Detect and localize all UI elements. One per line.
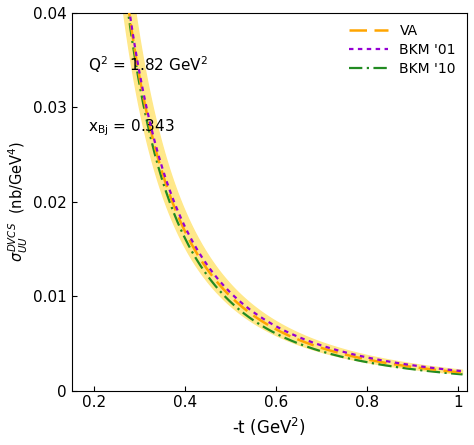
Text: x$_{\rm Bj}$ = 0.343: x$_{\rm Bj}$ = 0.343 [88, 118, 174, 138]
Text: Q$^2$ = 1.82 GeV$^2$: Q$^2$ = 1.82 GeV$^2$ [88, 55, 207, 75]
X-axis label: -t (GeV$^2$): -t (GeV$^2$) [232, 416, 306, 438]
BKM '10 [401, 365, 406, 371]
BKM '10 [307, 345, 313, 350]
BKM '10 [424, 368, 430, 374]
Line: VA: VA [85, 0, 463, 372]
BKM '01 [401, 361, 406, 367]
VA [306, 341, 311, 346]
BKM '01 [424, 364, 430, 370]
BKM '10 [460, 372, 465, 377]
VA [313, 344, 319, 349]
VA [424, 366, 430, 372]
BKM '01 [306, 338, 311, 344]
Legend: VA, BKM '01, BKM '10: VA, BKM '01, BKM '10 [345, 20, 460, 80]
VA [307, 341, 313, 347]
VA [460, 370, 465, 375]
BKM '10 [306, 344, 311, 350]
BKM '01 [313, 341, 319, 346]
BKM '10 [313, 347, 319, 352]
Line: BKM '10: BKM '10 [85, 0, 463, 374]
BKM '01 [307, 339, 313, 344]
Line: BKM '01: BKM '01 [85, 0, 463, 371]
Y-axis label: $\sigma_{UU}^{DVCS}$  (nb/GeV$^4$): $\sigma_{UU}^{DVCS}$ (nb/GeV$^4$) [7, 141, 30, 263]
BKM '01 [460, 368, 465, 374]
VA [401, 363, 406, 368]
